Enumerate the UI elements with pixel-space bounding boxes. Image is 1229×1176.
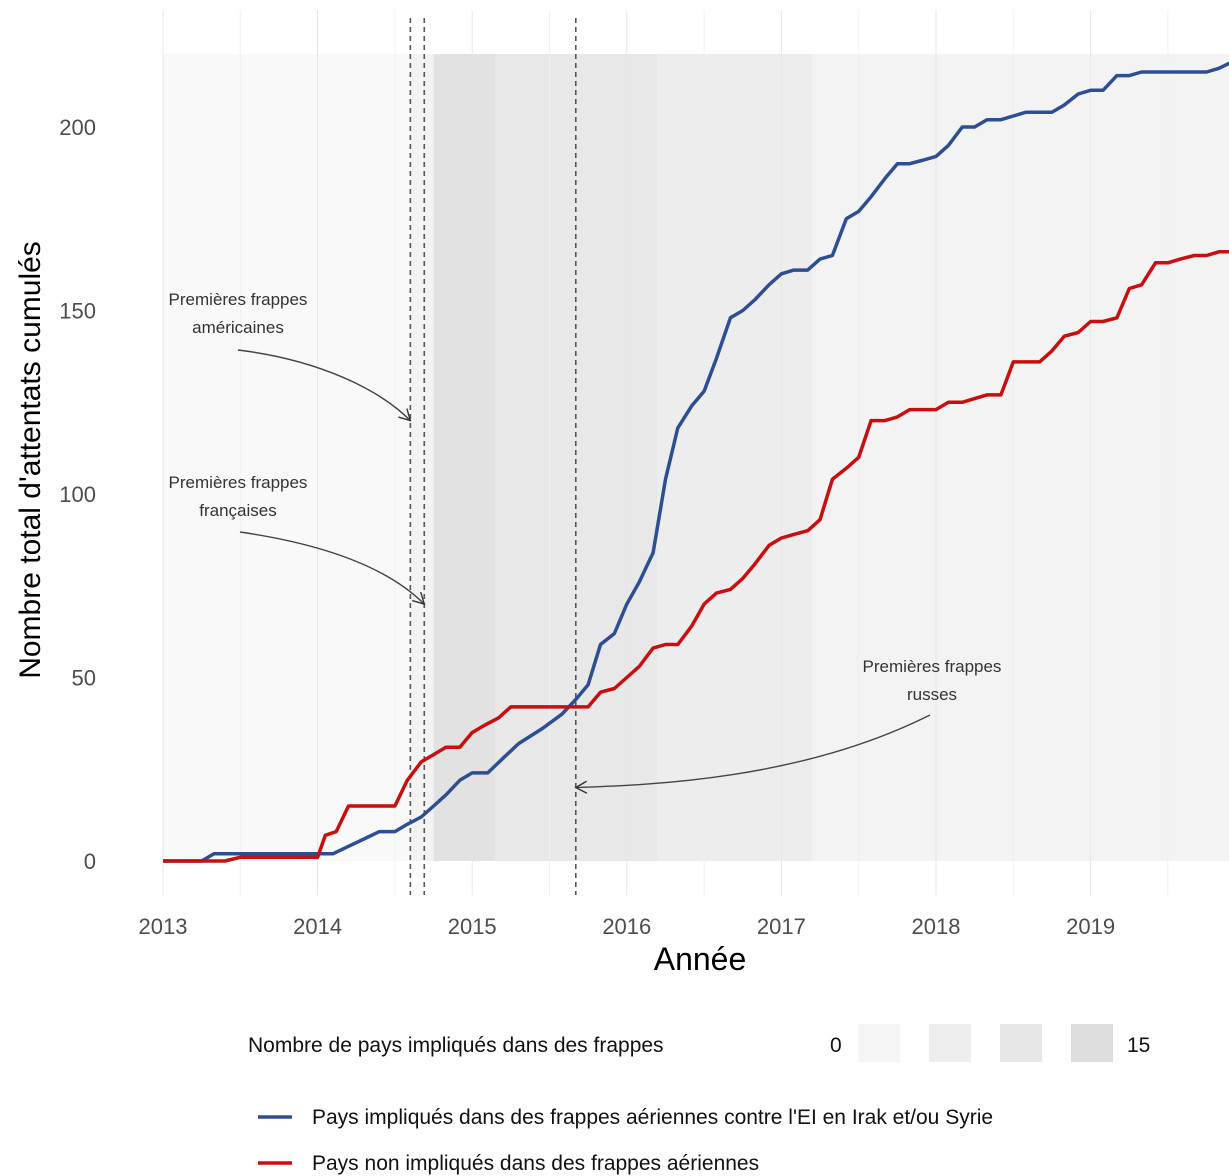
y-axis-title: Nombre total d'attentats cumulés (14, 241, 47, 679)
band-0 (163, 54, 411, 861)
annotation-2-line-0: Premières frappes (863, 657, 1002, 676)
band-1 (410, 54, 434, 861)
y-tick-50: 50 (72, 666, 96, 691)
background-bands (163, 54, 1229, 861)
annotation-1-line-1: françaises (199, 501, 276, 520)
fill-legend-min-label: 0 (830, 1034, 842, 1057)
annotation-arrow-0 (237, 349, 412, 422)
annotation-0-line-0: Premières frappes (169, 290, 308, 309)
annotations: Premières frappes américaines Premières fr… (169, 290, 1002, 794)
x-tick-2016: 2016 (602, 914, 651, 939)
series-line-1 (163, 250, 1229, 863)
line-legend: Pays impliqués dans des frappes aérienne… (258, 1106, 993, 1175)
x-tick-2018: 2018 (912, 914, 961, 939)
x-axis-title: Année (654, 941, 747, 977)
fill-legend-swatch-1 (929, 1024, 971, 1062)
axis-ticks: 2013 2014 2015 2016 2017 2018 2019 0 50 100 150 200 (59, 115, 1115, 939)
x-tick-2014: 2014 (293, 914, 342, 939)
y-tick-100: 100 (59, 482, 96, 507)
series-lines (163, 61, 1229, 863)
x-tick-2013: 2013 (139, 914, 188, 939)
legend-label-blue: Pays impliqués dans des frappes aérienne… (312, 1106, 993, 1129)
fill-legend-swatch-3 (1071, 1024, 1113, 1062)
band-5 (812, 54, 1229, 861)
y-tick-0: 0 (84, 849, 96, 874)
band-4 (657, 54, 813, 861)
event-lines (409, 18, 577, 895)
fill-legend-title: Nombre de pays impliqués dans des frappe… (248, 1034, 664, 1057)
x-tick-2019: 2019 (1066, 914, 1115, 939)
annotation-arrow-2 (574, 714, 931, 794)
fill-legend-swatch-0 (858, 1024, 900, 1062)
y-tick-150: 150 (59, 299, 96, 324)
fill-legend-swatches (858, 1024, 1113, 1062)
annotation-2-line-1: russes (907, 685, 957, 704)
y-tick-200: 200 (59, 115, 96, 140)
x-tick-2015: 2015 (448, 914, 497, 939)
legend-label-red: Pays non impliqués dans des frappes aéri… (312, 1152, 759, 1175)
annotation-arrow-1 (239, 531, 426, 606)
fill-legend-swatch-2 (1000, 1024, 1042, 1062)
x-tick-2017: 2017 (757, 914, 806, 939)
annotation-0-line-1: américaines (192, 318, 284, 337)
fill-legend-max-label: 15 (1127, 1034, 1150, 1057)
annotation-1-line-0: Premières frappes (169, 473, 308, 492)
series-line-0 (163, 61, 1229, 863)
band-3 (495, 54, 658, 861)
grid (162, 10, 1169, 895)
fill-legend: Nombre de pays impliqués dans des frappe… (248, 1024, 1150, 1062)
